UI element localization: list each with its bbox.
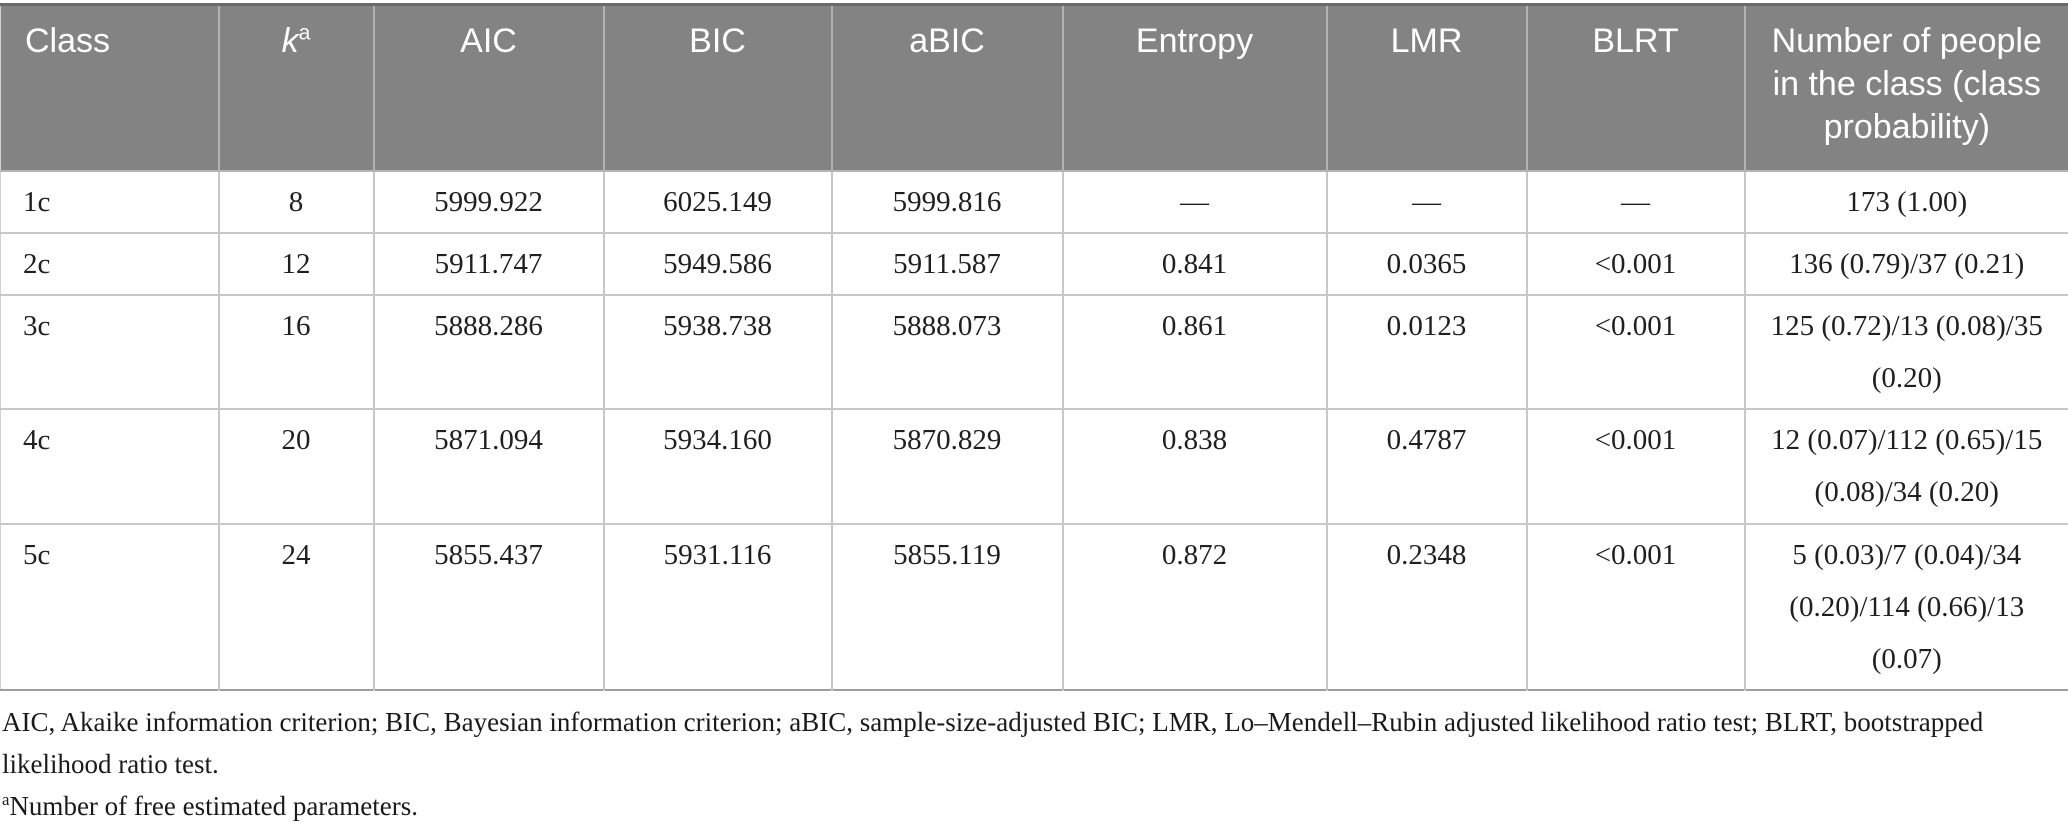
cell-class: 5c — [0, 522, 220, 691]
cell-k: 16 — [218, 293, 375, 410]
cell-blrt: <0.001 — [1526, 408, 1746, 524]
cell-aic: 5855.437 — [373, 522, 605, 691]
cell-lmr: 0.2348 — [1326, 522, 1528, 691]
col-header-bic: BIC — [603, 4, 833, 171]
cell-bic: 5938.738 — [603, 293, 833, 410]
col-header-abic: aBIC — [831, 4, 1064, 171]
model-fit-statistics-table: Class ka AIC BIC aBIC Entropy LMR BLRT N… — [0, 3, 2068, 692]
cell-bic: 5934.160 — [603, 408, 833, 524]
cell-class: 3c — [0, 293, 220, 410]
cell-k: 24 — [218, 522, 375, 691]
col-header-class-counts: Number of people in the class (class pro… — [1744, 4, 2068, 171]
footnote-a-text: Number of free estimated parameters. — [9, 791, 418, 822]
cell-abic: 5999.816 — [831, 169, 1064, 233]
footnote-a: aNumber of free estimated parameters. — [2, 785, 2062, 827]
cell-bic: 5931.116 — [603, 522, 833, 691]
cell-entropy: 0.841 — [1062, 231, 1328, 295]
col-header-blrt: BLRT — [1526, 4, 1746, 171]
table-footnotes: AIC, Akaike information criterion; BIC, … — [0, 691, 2068, 827]
cell-blrt: <0.001 — [1526, 522, 1746, 691]
cell-bic: 6025.149 — [603, 169, 833, 233]
cell-aic: 5871.094 — [373, 408, 605, 524]
cell-blrt: — — [1526, 169, 1746, 233]
cell-abic: 5855.119 — [831, 522, 1064, 691]
header-row: Class ka AIC BIC aBIC Entropy LMR BLRT N… — [0, 4, 2068, 171]
cell-k: 8 — [218, 169, 375, 233]
cell-k: 20 — [218, 408, 375, 524]
cell-class-counts: 125 (0.72)/13 (0.08)/35 (0.20) — [1744, 293, 2068, 410]
cell-aic: 5911.747 — [373, 231, 605, 295]
cell-blrt: <0.001 — [1526, 293, 1746, 410]
cell-class: 4c — [0, 408, 220, 524]
cell-lmr: 0.0365 — [1326, 231, 1528, 295]
table-row-4c: 4c 20 5871.094 5934.160 5870.829 0.838 0… — [0, 408, 2068, 524]
cell-class: 1c — [0, 169, 220, 233]
cell-class: 2c — [0, 231, 220, 295]
col-header-k: ka — [218, 4, 375, 171]
cell-lmr: 0.4787 — [1326, 408, 1528, 524]
table-row-5c: 5c 24 5855.437 5931.116 5855.119 0.872 0… — [0, 522, 2068, 691]
footnote-a-marker: a — [2, 790, 10, 810]
col-header-entropy: Entropy — [1062, 4, 1328, 171]
cell-class-counts: 136 (0.79)/37 (0.21) — [1744, 231, 2068, 295]
cell-abic: 5911.587 — [831, 231, 1064, 295]
cell-aic: 5888.286 — [373, 293, 605, 410]
footnote-abbreviations: AIC, Akaike information criterion; BIC, … — [2, 707, 1984, 780]
k-superscript-a: a — [298, 21, 311, 45]
cell-k: 12 — [218, 231, 375, 295]
cell-entropy: 0.838 — [1062, 408, 1328, 524]
cell-class-counts: 173 (1.00) — [1744, 169, 2068, 233]
cell-abic: 5870.829 — [831, 408, 1064, 524]
cell-entropy: 0.861 — [1062, 293, 1328, 410]
cell-lmr: 0.0123 — [1326, 293, 1528, 410]
table-header: Class ka AIC BIC aBIC Entropy LMR BLRT N… — [0, 4, 2068, 171]
cell-lmr: — — [1326, 169, 1528, 233]
cell-blrt: <0.001 — [1526, 231, 1746, 295]
cell-class-counts: 5 (0.03)/7 (0.04)/34 (0.20)/114 (0.66)/1… — [1744, 522, 2068, 691]
cell-bic: 5949.586 — [603, 231, 833, 295]
table-row-1c: 1c 8 5999.922 6025.149 5999.816 — — — 17… — [0, 169, 2068, 233]
col-header-aic: AIC — [373, 4, 605, 171]
table-row-3c: 3c 16 5888.286 5938.738 5888.073 0.861 0… — [0, 293, 2068, 410]
table-body: 1c 8 5999.922 6025.149 5999.816 — — — 17… — [0, 169, 2068, 691]
col-header-lmr: LMR — [1326, 4, 1528, 171]
table-row-2c: 2c 12 5911.747 5949.586 5911.587 0.841 0… — [0, 231, 2068, 295]
col-header-class: Class — [0, 4, 220, 171]
cell-entropy: 0.872 — [1062, 522, 1328, 691]
k-label: k — [281, 22, 299, 60]
cell-abic: 5888.073 — [831, 293, 1064, 410]
cell-entropy: — — [1062, 169, 1328, 233]
cell-class-counts: 12 (0.07)/112 (0.65)/15 (0.08)/34 (0.20) — [1744, 408, 2068, 524]
cell-aic: 5999.922 — [373, 169, 605, 233]
